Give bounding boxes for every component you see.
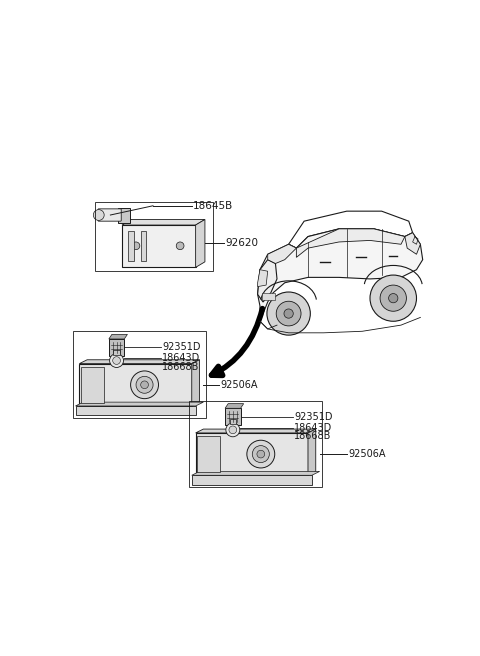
Circle shape (257, 450, 264, 458)
Polygon shape (258, 270, 268, 287)
Text: 18645B: 18645B (193, 201, 234, 211)
Polygon shape (405, 233, 420, 255)
Circle shape (252, 445, 269, 462)
Bar (113, 350, 120, 355)
Bar (142, 231, 146, 261)
Text: 18643D: 18643D (162, 353, 201, 363)
Text: 18668B: 18668B (294, 431, 331, 441)
Text: 92506A: 92506A (348, 449, 386, 459)
Polygon shape (225, 408, 240, 425)
Polygon shape (296, 229, 405, 257)
Bar (81, 367, 104, 403)
Circle shape (276, 301, 301, 326)
Text: 18643D: 18643D (294, 422, 332, 432)
Polygon shape (308, 429, 316, 475)
Polygon shape (192, 475, 312, 485)
Circle shape (113, 357, 120, 364)
Polygon shape (75, 402, 204, 406)
Polygon shape (196, 433, 308, 475)
Polygon shape (192, 472, 320, 475)
Circle shape (247, 440, 275, 468)
Polygon shape (258, 260, 277, 302)
Circle shape (132, 242, 140, 250)
Circle shape (93, 210, 104, 220)
Polygon shape (258, 229, 423, 321)
Circle shape (370, 275, 417, 321)
Circle shape (176, 242, 184, 250)
Text: 92620: 92620 (226, 238, 259, 248)
FancyArrowPatch shape (212, 308, 263, 375)
Polygon shape (225, 403, 244, 408)
Polygon shape (192, 359, 200, 406)
Bar (230, 419, 236, 424)
Polygon shape (196, 220, 205, 268)
FancyBboxPatch shape (98, 209, 121, 221)
Circle shape (226, 423, 240, 437)
Circle shape (141, 381, 148, 388)
Circle shape (136, 377, 153, 393)
Polygon shape (196, 429, 316, 433)
Text: 92506A: 92506A (220, 380, 258, 390)
Polygon shape (79, 359, 200, 363)
Polygon shape (109, 335, 127, 339)
Polygon shape (109, 339, 124, 356)
Bar (197, 436, 220, 472)
Polygon shape (75, 406, 196, 415)
Circle shape (380, 285, 407, 311)
Polygon shape (122, 220, 205, 225)
Polygon shape (268, 244, 296, 264)
Polygon shape (122, 225, 196, 268)
Text: 18668B: 18668B (162, 361, 200, 372)
Polygon shape (118, 208, 130, 224)
Bar (128, 231, 134, 261)
Bar (262, 293, 276, 300)
Circle shape (267, 292, 311, 335)
Circle shape (389, 293, 398, 303)
Text: 92351D: 92351D (162, 342, 201, 352)
Text: 92351D: 92351D (294, 412, 333, 422)
Circle shape (284, 309, 293, 318)
Circle shape (229, 426, 237, 434)
Polygon shape (79, 363, 192, 406)
Circle shape (109, 354, 123, 367)
Circle shape (131, 371, 158, 399)
